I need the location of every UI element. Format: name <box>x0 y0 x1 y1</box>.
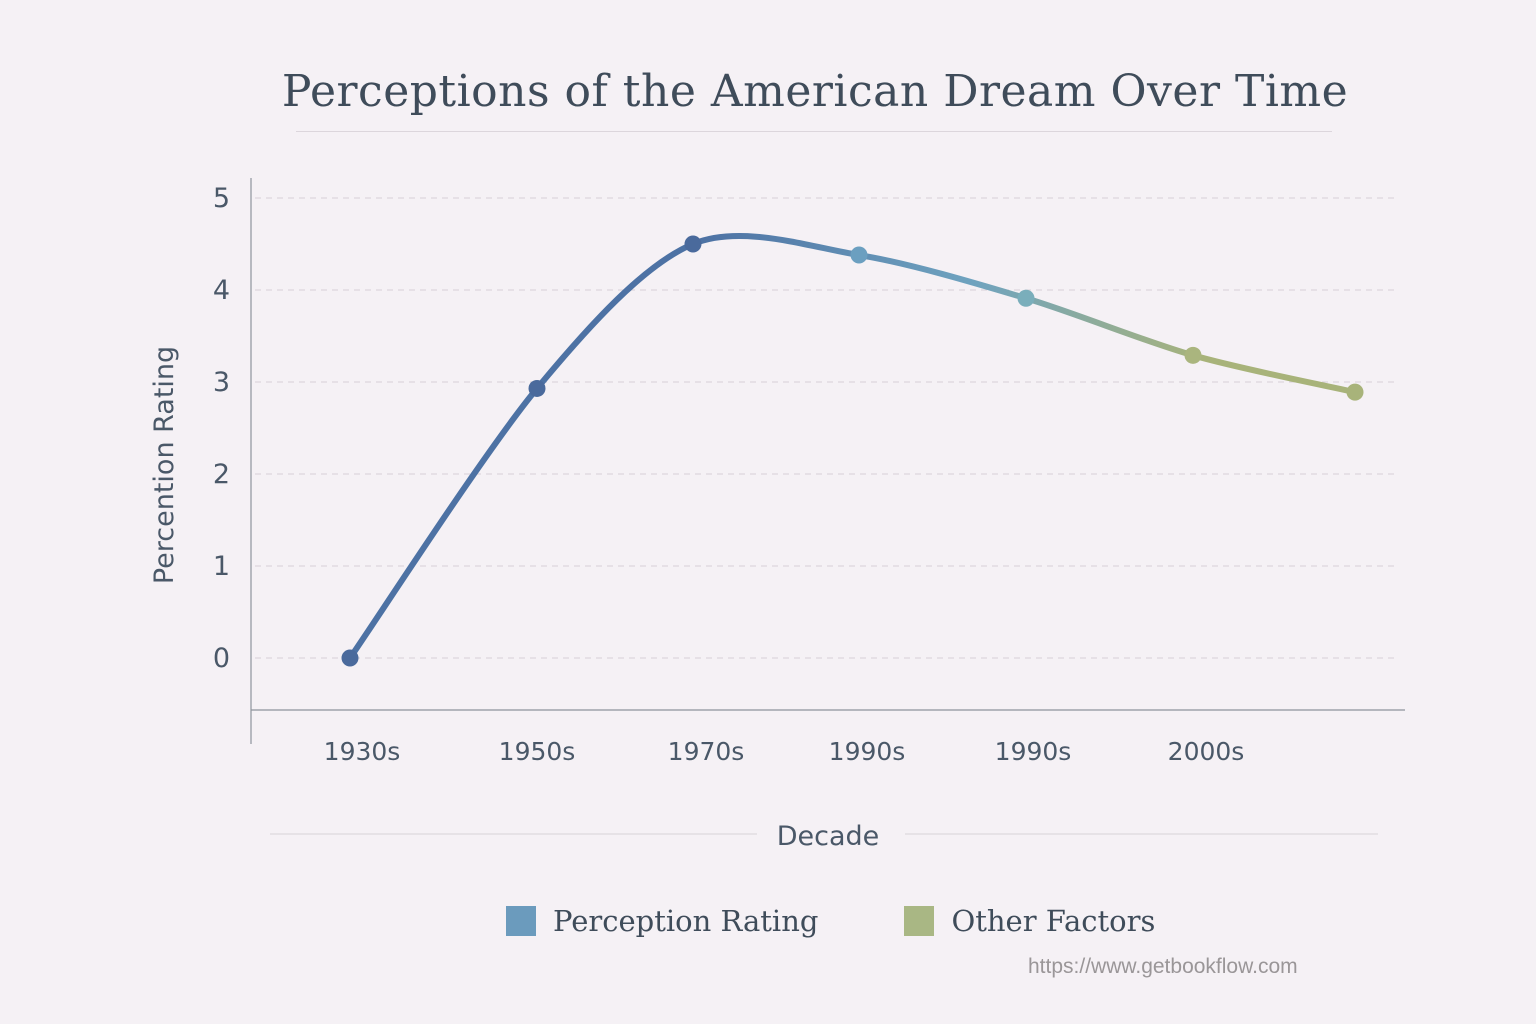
data-point <box>850 246 868 264</box>
data-point <box>684 235 702 253</box>
legend-label: Other Factors <box>951 904 1156 938</box>
y-tick-label: 3 <box>213 367 230 398</box>
y-tick-label: 2 <box>213 459 230 490</box>
legend-swatch <box>506 906 536 936</box>
x-tick-label: 2000s <box>1168 737 1245 766</box>
legend-item-perception-rating: Perception Rating <box>506 904 818 938</box>
x-tick-label: 1970s <box>668 737 745 766</box>
watermark-url: https://www.getbookflow.com <box>1028 955 1298 978</box>
chart-title: Perceptions of the American Dream Over T… <box>281 66 1349 117</box>
data-point <box>1017 289 1035 307</box>
x-tick-label: 1930s <box>324 737 401 766</box>
y-tick-label: 5 <box>213 183 230 214</box>
title-divider <box>296 131 1332 132</box>
series-line <box>347 233 1358 661</box>
y-axis-label: Percention Rating <box>149 346 180 584</box>
x-axis-label: Decade <box>777 821 880 852</box>
data-point <box>1184 346 1202 364</box>
y-tick-label: 4 <box>213 275 230 306</box>
x-tick-label: 1990s <box>829 737 906 766</box>
data-point <box>1346 383 1364 401</box>
y-tick-label: 0 <box>213 643 230 674</box>
legend-label: Perception Rating <box>553 904 819 938</box>
legend-swatch <box>904 906 935 936</box>
legend: Perception Rating Other Factors <box>506 904 1241 938</box>
x-tick-label: 1950s <box>499 737 576 766</box>
legend-item-other-factors: Other Factors <box>904 904 1155 938</box>
x-tick-label: 1990s <box>995 737 1072 766</box>
data-point <box>528 379 546 397</box>
y-tick-label: 1 <box>213 551 230 582</box>
data-point <box>341 649 359 667</box>
